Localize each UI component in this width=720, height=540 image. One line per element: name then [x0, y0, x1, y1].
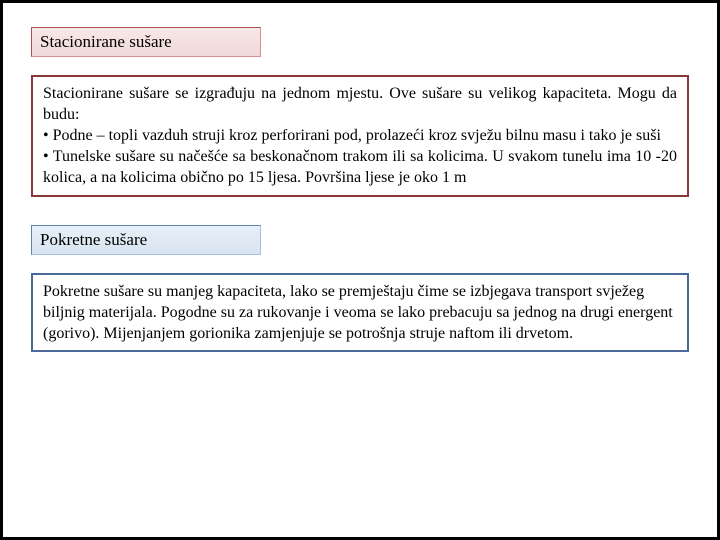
- body-pokretne: Pokretne sušare su manjeg kapaciteta, la…: [31, 273, 689, 352]
- heading-stacionirane: Stacionirane sušare: [31, 27, 261, 57]
- heading-pokretne: Pokretne sušare: [31, 225, 261, 255]
- section-pokretne: Pokretne sušare Pokretne sušare su manje…: [31, 225, 689, 352]
- section-stacionirane: Stacionirane sušare Stacionirane sušare …: [31, 27, 689, 197]
- body-stacionirane: Stacionirane sušare se izgrađuju na jedn…: [31, 75, 689, 197]
